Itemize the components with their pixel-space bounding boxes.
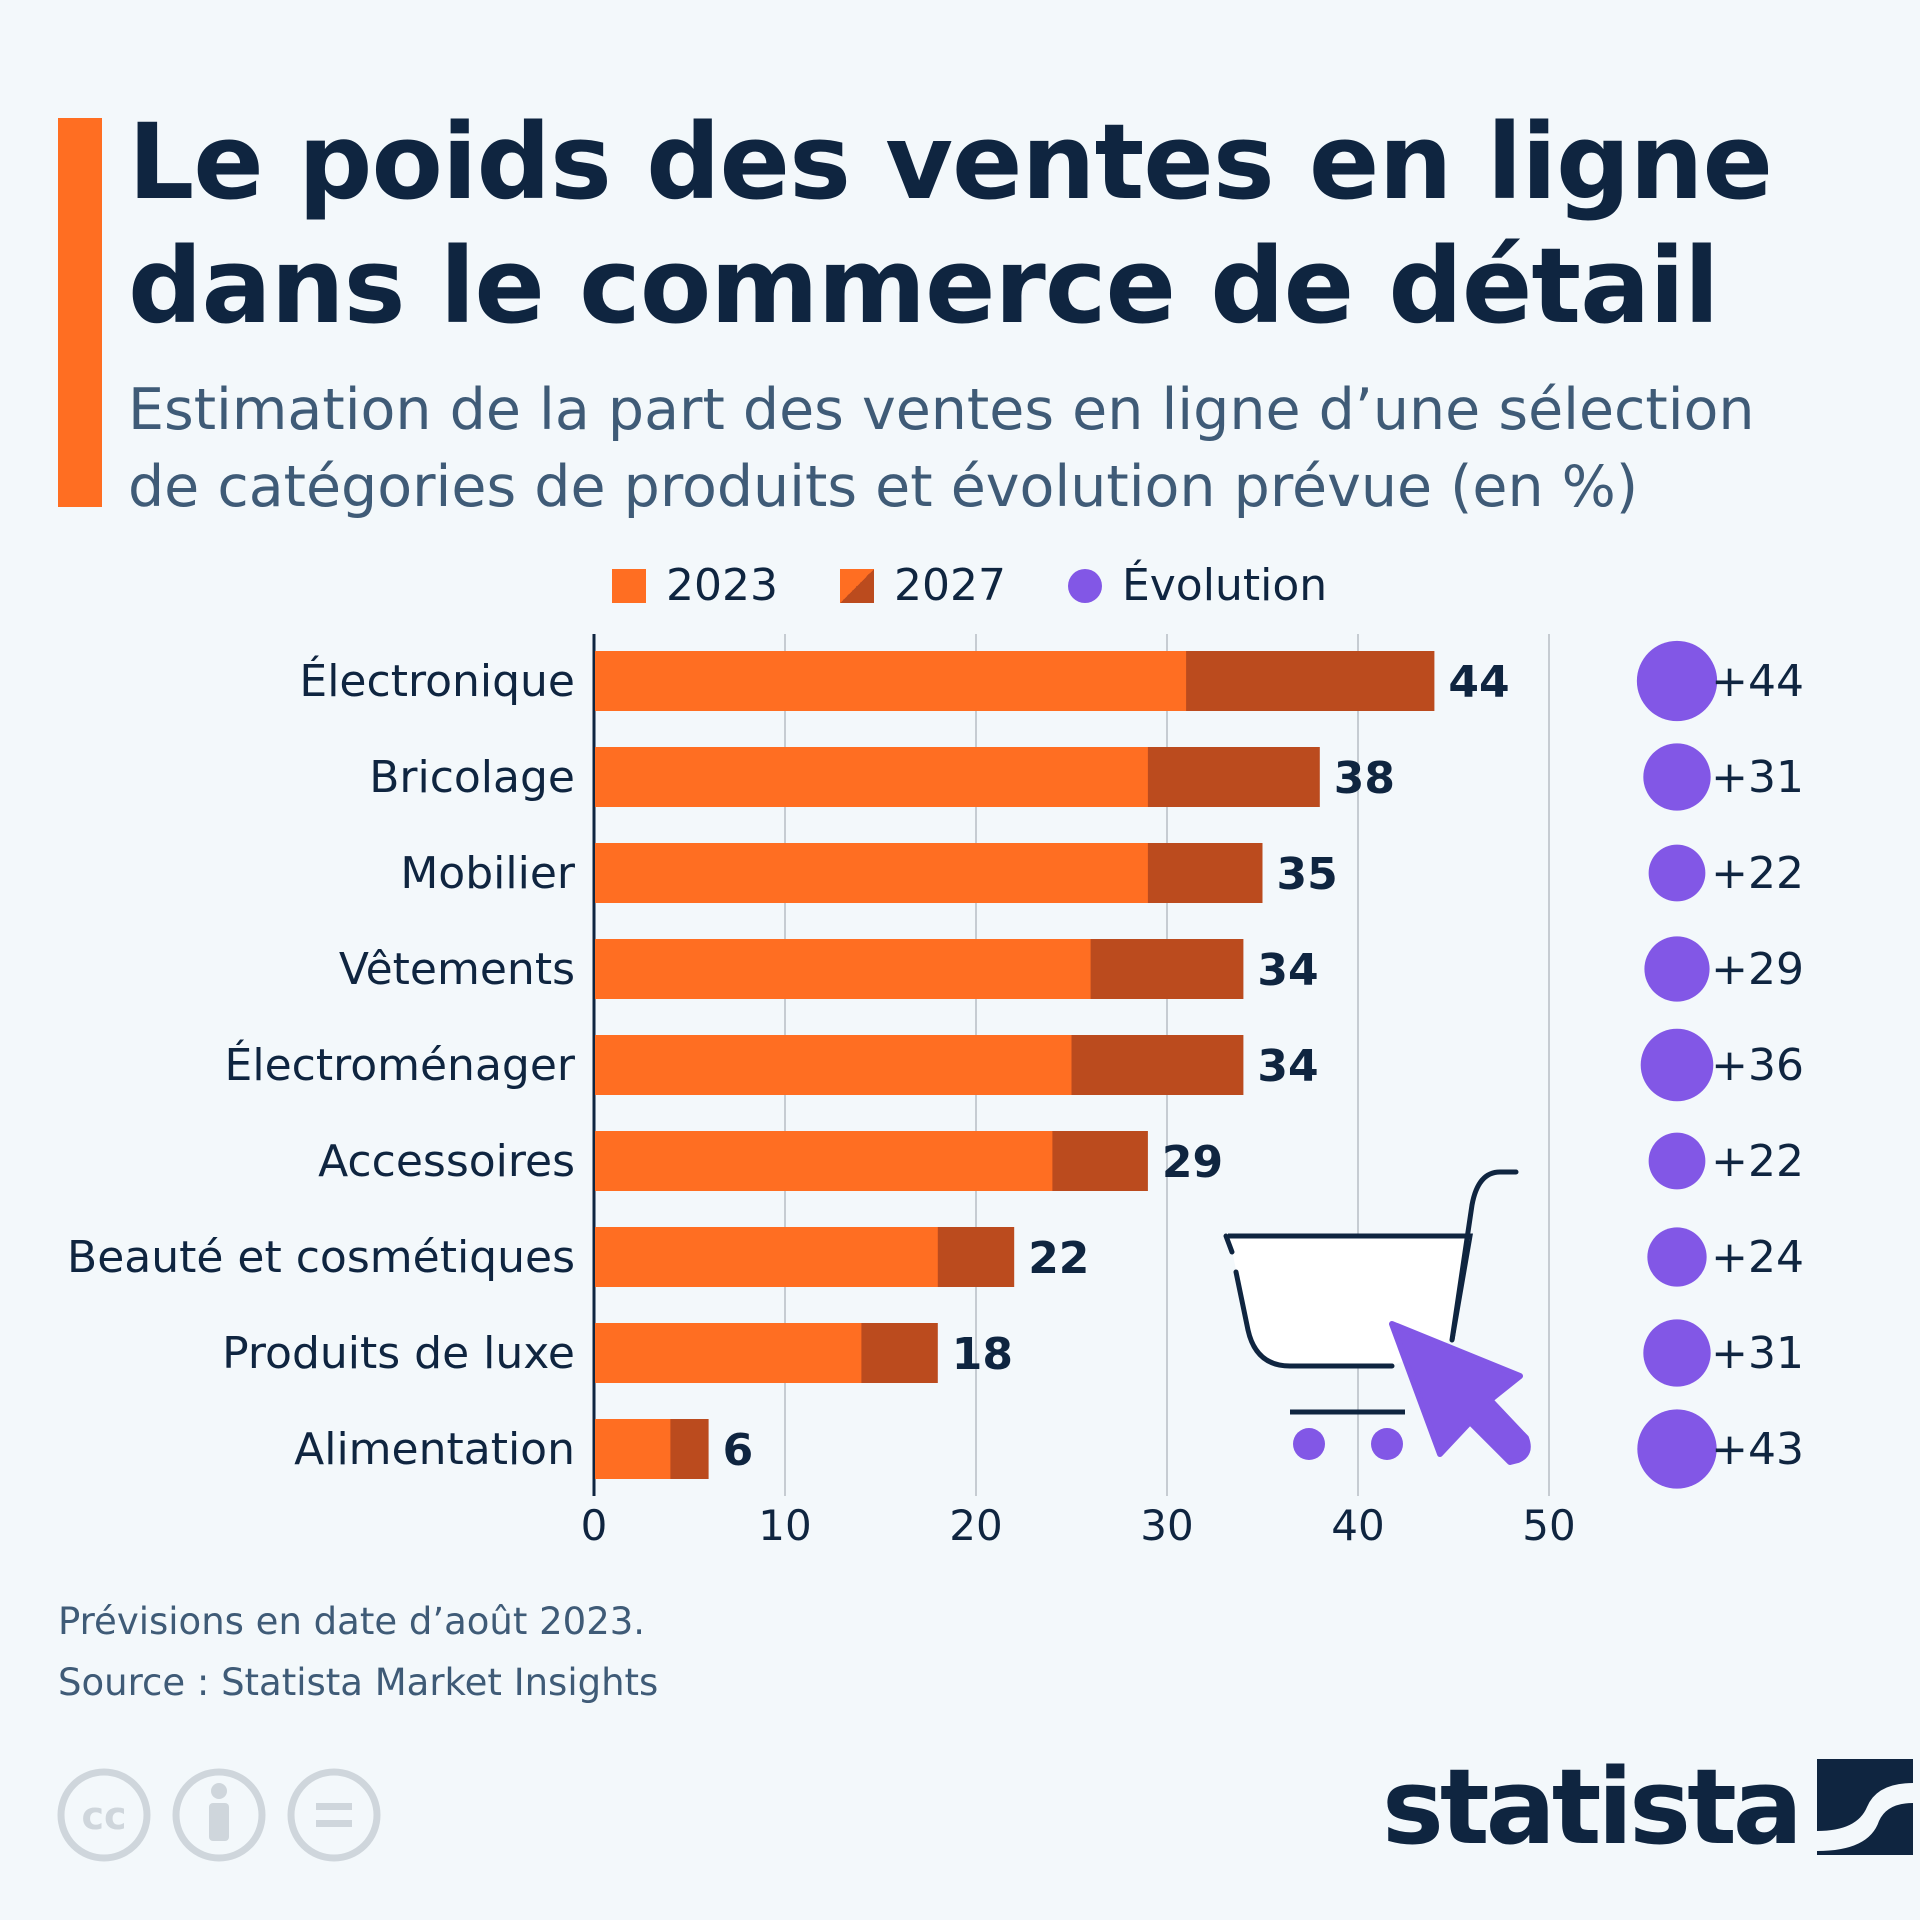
x-tick-label: 40 bbox=[1331, 1501, 1384, 1550]
subtitle-line: de catégories de produits et évolution p… bbox=[128, 454, 1639, 520]
data-label: 34 bbox=[1257, 1041, 1318, 1092]
x-tick-label: 0 bbox=[581, 1501, 608, 1550]
category-label: Beauté et cosmétiques bbox=[67, 1232, 575, 1283]
evolution-bubble bbox=[1644, 936, 1710, 1002]
data-label: 18 bbox=[952, 1329, 1013, 1380]
nd-icon bbox=[287, 1768, 381, 1862]
bar-2023 bbox=[595, 843, 1148, 903]
bar-2023 bbox=[595, 939, 1091, 999]
license-icons: cc bbox=[57, 1768, 381, 1862]
x-tick-label: 50 bbox=[1522, 1501, 1575, 1550]
evolution-label: +22 bbox=[1711, 848, 1804, 899]
evolution-bubble bbox=[1643, 1319, 1711, 1387]
category-label: Produits de luxe bbox=[222, 1328, 575, 1379]
footer-note: Prévisions en date d’août 2023. bbox=[58, 1600, 646, 1643]
evolution-label: +24 bbox=[1711, 1232, 1804, 1283]
evolution-label: +31 bbox=[1711, 1328, 1804, 1379]
bar-2023 bbox=[595, 1323, 862, 1383]
legend-label: 2027 bbox=[893, 560, 1006, 611]
legend-item-2027: 2027 bbox=[839, 560, 1006, 611]
accent-bar bbox=[58, 118, 102, 507]
legend-swatch-2023 bbox=[612, 568, 646, 603]
legend-swatch-2027 bbox=[839, 568, 874, 603]
evolution-label: +31 bbox=[1711, 752, 1804, 803]
evolution-bubble bbox=[1640, 1028, 1714, 1102]
category-label: Électroménager bbox=[225, 1038, 576, 1091]
data-label: 34 bbox=[1257, 945, 1318, 996]
evolution-bubble bbox=[1647, 1227, 1707, 1287]
subtitle-line: Estimation de la part des ventes en lign… bbox=[128, 377, 1755, 443]
statista-logo-mark bbox=[1816, 1759, 1913, 1855]
chart-subtitle: Estimation de la part des ventes en lign… bbox=[128, 372, 1755, 526]
cursor-icon bbox=[1389, 1321, 1531, 1465]
category-label: Vêtements bbox=[339, 944, 575, 995]
data-label: 35 bbox=[1277, 849, 1338, 900]
statista-logo: statista bbox=[1382, 1752, 1913, 1862]
category-label: Accessoires bbox=[318, 1136, 575, 1187]
bar-2023 bbox=[595, 747, 1148, 807]
data-label: 38 bbox=[1334, 753, 1395, 804]
legend: 2023 2027 Évolution bbox=[612, 560, 1389, 611]
bar-2023 bbox=[595, 1131, 1053, 1191]
category-label: Alimentation bbox=[294, 1424, 575, 1475]
bar-2023 bbox=[595, 1419, 671, 1479]
category-label: Bricolage bbox=[369, 752, 575, 803]
title-line: dans le commerce de détail bbox=[128, 225, 1720, 347]
evolution-label: +44 bbox=[1711, 656, 1804, 707]
title-line: Le poids des ventes en ligne bbox=[128, 101, 1773, 223]
data-label: 29 bbox=[1162, 1137, 1223, 1188]
bar-2023 bbox=[595, 1227, 938, 1287]
legend-item-evolution: Évolution bbox=[1067, 560, 1328, 611]
cc-icon: cc bbox=[57, 1768, 151, 1862]
category-label: Mobilier bbox=[400, 848, 576, 899]
legend-item-2023: 2023 bbox=[612, 560, 778, 611]
evolution-bubble bbox=[1648, 1132, 1706, 1190]
data-label: 22 bbox=[1028, 1233, 1089, 1284]
chart-title: Le poids des ventes en ligne dans le comm… bbox=[128, 100, 1773, 348]
bar-2023 bbox=[595, 651, 1187, 711]
bar-2023 bbox=[595, 1035, 1072, 1095]
category-label: Électronique bbox=[299, 654, 575, 707]
x-tick-label: 20 bbox=[949, 1501, 1002, 1550]
data-label: 44 bbox=[1448, 657, 1509, 708]
evolution-label: +43 bbox=[1711, 1424, 1804, 1475]
evolution-bubble bbox=[1648, 844, 1706, 902]
shopping-cart-icon bbox=[1223, 1169, 1531, 1465]
evolution-label: +36 bbox=[1711, 1040, 1804, 1091]
evolution-bubble bbox=[1636, 640, 1718, 722]
logo-text: statista bbox=[1382, 1746, 1803, 1868]
legend-label: Évolution bbox=[1121, 560, 1328, 611]
x-tick-label: 10 bbox=[758, 1501, 811, 1550]
evolution-bubble bbox=[1637, 1409, 1717, 1489]
evolution-label: +29 bbox=[1711, 944, 1804, 995]
footer-source: Source : Statista Market Insights bbox=[58, 1661, 659, 1704]
legend-swatch-evolution bbox=[1067, 568, 1102, 603]
by-icon bbox=[172, 1768, 266, 1862]
data-label: 6 bbox=[723, 1425, 754, 1476]
evolution-label: +22 bbox=[1711, 1136, 1804, 1187]
svg-text:cc: cc bbox=[81, 1794, 126, 1838]
evolution-bubble bbox=[1643, 743, 1711, 811]
x-tick-label: 30 bbox=[1140, 1501, 1193, 1550]
legend-label: 2023 bbox=[666, 560, 778, 611]
